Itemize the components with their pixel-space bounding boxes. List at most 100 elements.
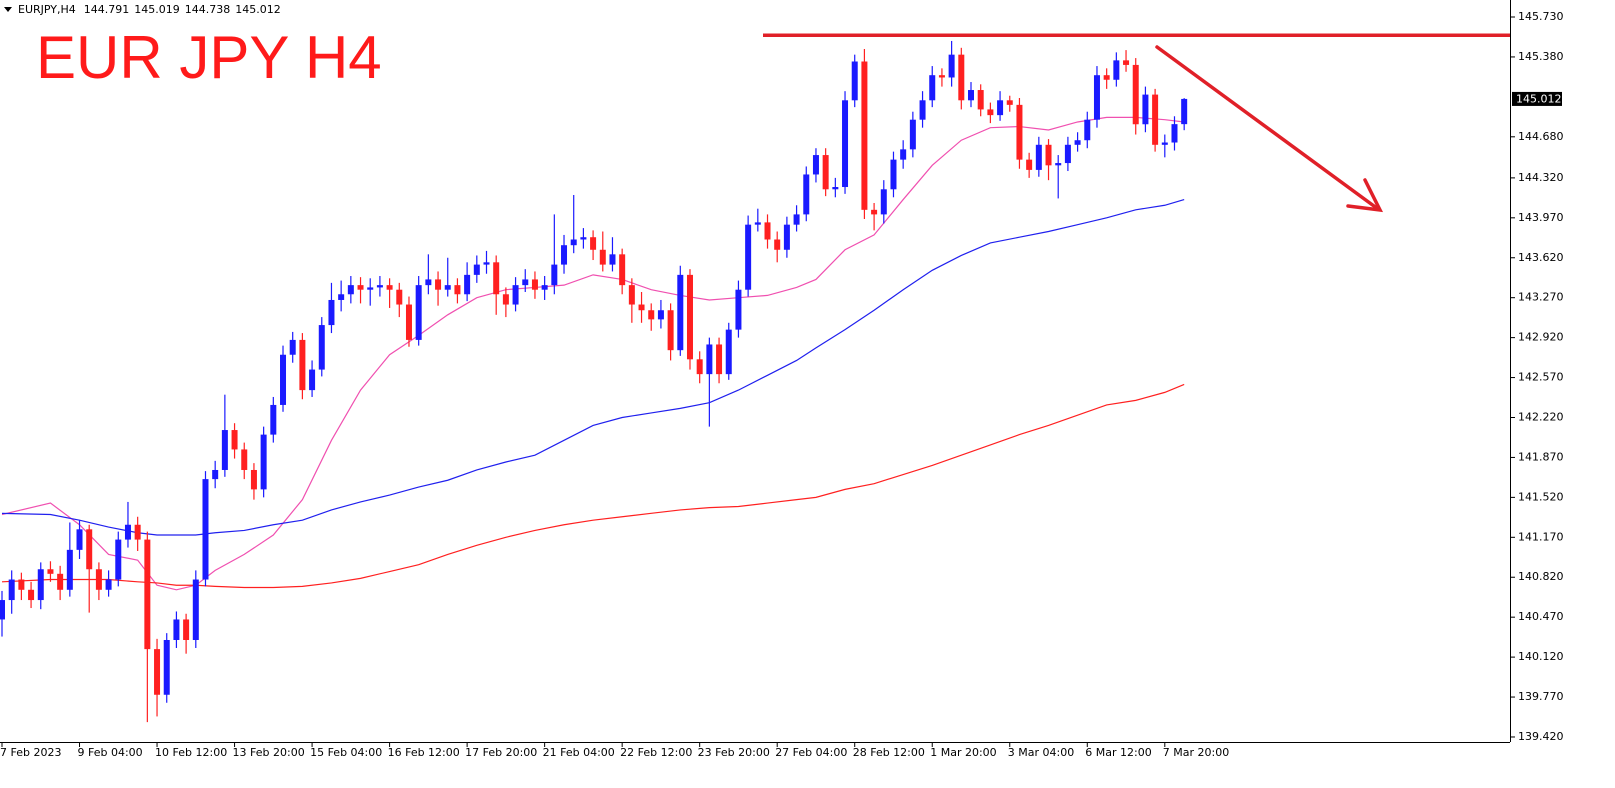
candle-body [386, 285, 393, 290]
candle-body [919, 100, 926, 120]
candle-body [735, 289, 742, 330]
y-tick-label: 145.730 [1518, 10, 1564, 23]
candle-body [541, 285, 548, 290]
candle-body [551, 264, 558, 286]
candle-body [396, 289, 403, 305]
candle-body [241, 449, 248, 470]
price-label: 145.012 [1516, 92, 1562, 105]
candle-body [270, 404, 277, 435]
candle-body [260, 434, 267, 490]
candle-body [638, 304, 645, 311]
candle-body [657, 310, 664, 320]
candle-body [473, 264, 480, 275]
candle-body [793, 214, 800, 225]
x-tick-label: 13 Feb 20:00 [233, 746, 305, 759]
candle-body [105, 579, 112, 590]
candle-body [977, 90, 984, 110]
arrow-shaft [1155, 45, 1380, 211]
candle-body [1132, 64, 1139, 125]
x-tick-label: 16 Feb 12:00 [388, 746, 460, 759]
candle-body [47, 569, 54, 574]
candle-body [938, 75, 945, 78]
y-tick-label: 140.470 [1518, 610, 1564, 623]
candle-body [202, 479, 209, 580]
y-tick-label: 143.270 [1518, 291, 1564, 304]
candle-body [822, 155, 829, 190]
candle-body [154, 649, 161, 695]
low: 144.738 [185, 3, 231, 16]
candle-body [1113, 60, 1120, 80]
candle-body [192, 579, 199, 640]
candle-body [812, 155, 819, 175]
candle-body [764, 222, 771, 240]
candle-body [1142, 94, 1149, 125]
y-tick-label: 144.680 [1518, 130, 1564, 143]
candle-body [531, 279, 538, 290]
y-tick-label: 141.870 [1518, 450, 1564, 463]
y-tick-label: 141.520 [1518, 490, 1564, 503]
x-tick-label: 3 Mar 04:00 [1008, 746, 1074, 759]
candle-body [900, 149, 907, 160]
candle-body [1103, 75, 1110, 80]
x-tick-label: 17 Feb 20:00 [465, 746, 537, 759]
candle-body [231, 430, 238, 450]
candle-body [318, 325, 325, 370]
y-tick-label: 145.380 [1518, 50, 1564, 63]
candle-body [512, 285, 519, 305]
candle-body [425, 279, 432, 286]
candle-body [1045, 144, 1052, 166]
candle-body [590, 237, 597, 250]
candle-body [212, 469, 219, 480]
candle-body [1006, 100, 1013, 105]
candle-body [968, 90, 974, 101]
moving-average [1, 383, 1185, 589]
candle-body [76, 529, 83, 550]
candle-body [861, 61, 868, 210]
candle-body [880, 189, 887, 215]
x-tick-label: 6 Mar 12:00 [1085, 746, 1151, 759]
close: 145.012 [235, 3, 281, 16]
candle-body [454, 285, 461, 295]
candle-body [86, 529, 93, 570]
candle-body [376, 285, 383, 288]
candle-body [667, 310, 674, 351]
candle-body [609, 254, 616, 265]
candle-body [28, 589, 35, 601]
candle-body [599, 249, 606, 265]
candle-body [716, 344, 723, 375]
candle-body [173, 619, 180, 640]
candle-body [347, 285, 354, 295]
candle-body [357, 285, 364, 290]
candle-body [183, 619, 190, 640]
candle-body [580, 237, 587, 240]
candle-body [570, 239, 577, 246]
candle-body [1093, 75, 1100, 120]
candle-body [1074, 140, 1081, 145]
y-tick-label: 140.120 [1518, 650, 1564, 663]
candle-body [522, 279, 529, 286]
candle-body [1055, 163, 1062, 166]
x-tick-label: 15 Feb 04:00 [310, 746, 382, 759]
candle-body [774, 239, 781, 250]
candle-body [124, 524, 131, 540]
candle-body [832, 187, 839, 190]
y-tick-label: 143.620 [1518, 251, 1564, 264]
candle-body [958, 54, 965, 101]
candle-body [299, 339, 306, 391]
candle-body [871, 209, 878, 215]
arrow-head [1346, 178, 1384, 213]
candle-body [8, 579, 15, 601]
candle-body [803, 174, 810, 215]
trend-arrow [1155, 45, 1384, 213]
candle-body [134, 524, 141, 540]
candle-body [221, 430, 228, 470]
high: 145.019 [134, 3, 180, 16]
candle-body [619, 254, 626, 286]
candle-body [163, 639, 170, 695]
candle-body [405, 304, 412, 340]
candle-body [842, 100, 849, 188]
open: 144.791 [84, 3, 130, 16]
candle-body [1026, 159, 1033, 170]
candle-body [1181, 98, 1188, 125]
